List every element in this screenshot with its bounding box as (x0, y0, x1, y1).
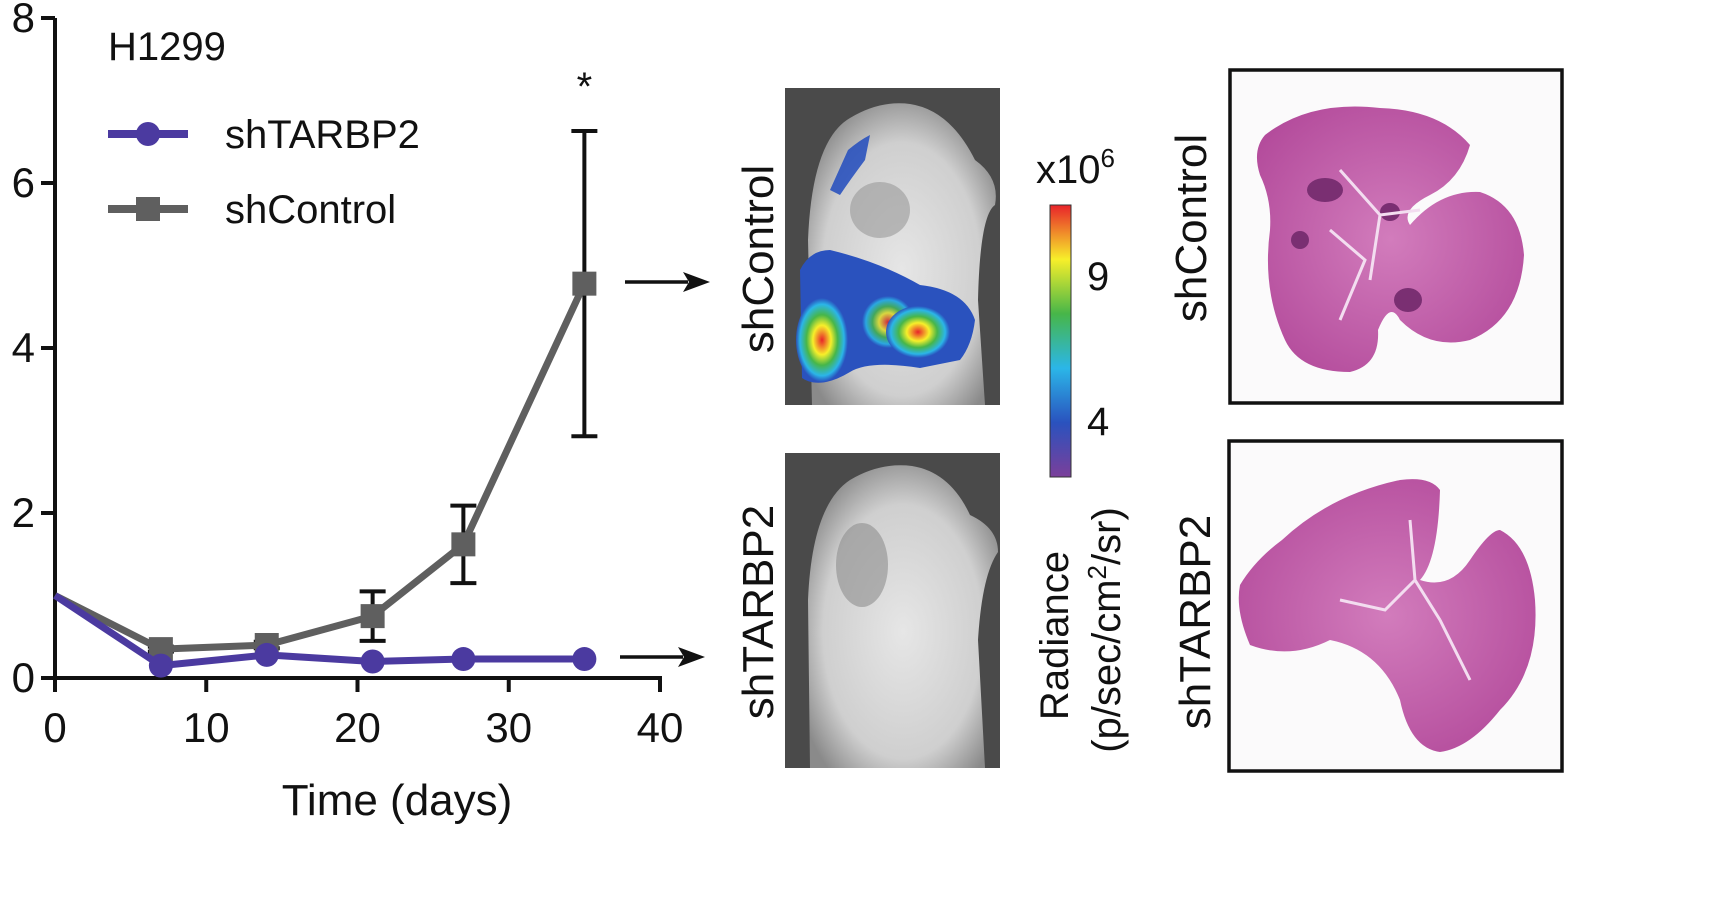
significance-asterisk: * (577, 65, 593, 109)
histology-label-shtarbp2: shTARBP2 (1171, 515, 1220, 729)
x-tick-label: 10 (183, 704, 230, 751)
arrow-to-shtarbp2-image (620, 647, 705, 667)
x-axis-ticks: 0 10 20 30 40 (43, 678, 683, 751)
data-point (451, 532, 476, 557)
arrowhead-icon (678, 647, 705, 667)
colorbar-label-line2: (p/sec/cm2/sr) (1082, 507, 1129, 753)
mouse-shadow (850, 182, 910, 238)
x-tick-label: 30 (485, 704, 532, 751)
y-tick-label: 4 (12, 324, 35, 371)
lung-section (1256, 106, 1524, 372)
colorbar: x106 9 4 Radiance (p/sec/cm2/sr) (1033, 143, 1129, 753)
legend-label-shtarbp2: shTARBP2 (225, 113, 420, 157)
imaging-label-shcontrol: shControl (734, 165, 783, 353)
y-tick-label: 6 (12, 159, 35, 206)
colorbar-label-line1: Radiance (1033, 551, 1077, 720)
mouse-shadow (836, 523, 888, 607)
lung-lesion (1307, 178, 1343, 202)
data-point (572, 647, 597, 672)
legend-item-shtarbp2: shTARBP2 (108, 113, 420, 157)
arrow-to-shcontrol-image (625, 272, 710, 292)
x-tick-label: 20 (334, 704, 381, 751)
data-point (572, 271, 597, 296)
airway-branch (1339, 519, 1472, 681)
bioluminescence-image-shtarbp2 (785, 453, 1000, 768)
data-point (451, 647, 476, 672)
data-point (254, 642, 279, 667)
colorbar-multiplier: x106 (1036, 143, 1115, 192)
imaging-label-shtarbp2: shTARBP2 (734, 505, 783, 719)
legend-label-shcontrol: shControl (225, 188, 396, 232)
legend-marker-shtarbp2 (136, 122, 160, 146)
series-line-shtarbp2 (53, 592, 585, 670)
lung-section (1238, 479, 1536, 752)
colorbar-tick-4: 4 (1087, 400, 1109, 444)
series-shcontrol (53, 129, 598, 662)
colorbar-tick-9: 9 (1087, 255, 1109, 299)
arrowhead-icon (683, 272, 710, 292)
y-tick-label: 8 (12, 0, 35, 41)
y-tick-label: 0 (12, 654, 35, 701)
chart-title: H1299 (108, 25, 226, 69)
bioluminescence-signal (796, 135, 975, 383)
histology-label-shcontrol: shControl (1167, 134, 1216, 322)
data-point (148, 653, 173, 678)
x-tick-label: 0 (43, 704, 66, 751)
colorbar-gradient (1049, 204, 1072, 478)
legend-item-shcontrol: shControl (108, 188, 396, 232)
series-layer (53, 129, 598, 678)
data-point (360, 604, 385, 629)
histology-image-shtarbp2 (1227, 439, 1564, 773)
lung-lesion (1380, 203, 1400, 221)
x-tick-label: 40 (637, 704, 684, 751)
legend-marker-shcontrol (136, 197, 160, 221)
series-line-shcontrol (53, 282, 588, 653)
colorbar-label: Radiance (p/sec/cm2/sr) (1033, 507, 1129, 753)
data-point (360, 649, 385, 674)
histology-image-shcontrol (1228, 68, 1564, 405)
lung-lesion (1291, 231, 1309, 249)
bioluminescence-image-shcontrol (785, 88, 1000, 405)
y-axis-ticks: 0 2 4 6 8 (12, 0, 55, 701)
series-shtarbp2 (53, 592, 597, 678)
x-axis-title: Time (days) (282, 776, 513, 825)
legend: shTARBP2 shControl (108, 113, 420, 232)
tumor-growth-chart: 0 2 4 6 8 0 10 20 30 40 H1299 Time (days) shTARB… (12, 0, 684, 825)
y-tick-label: 2 (12, 489, 35, 536)
lung-lesion (1394, 288, 1422, 312)
airway-branch (1329, 169, 1421, 321)
